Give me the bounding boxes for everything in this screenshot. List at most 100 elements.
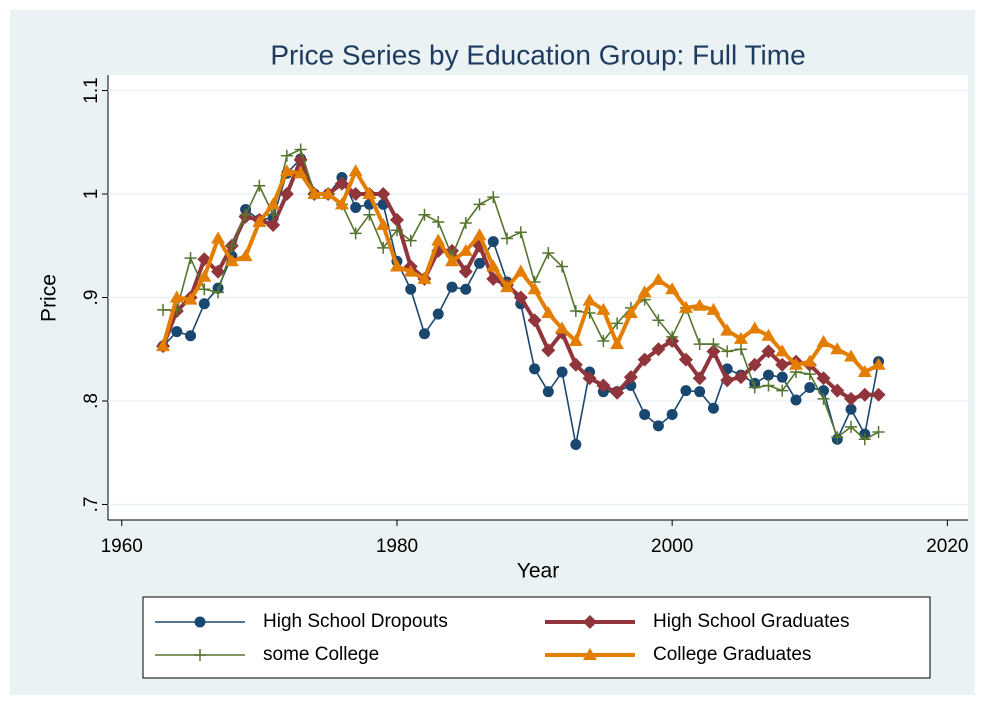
marker	[666, 408, 678, 420]
marker	[211, 231, 226, 244]
marker	[279, 164, 294, 177]
marker	[529, 363, 541, 375]
marker	[748, 381, 761, 394]
marker	[872, 426, 885, 439]
marker	[418, 328, 430, 340]
marker	[542, 386, 554, 398]
legend-item: College Graduates	[545, 644, 811, 665]
marker	[376, 187, 391, 202]
marker	[775, 344, 790, 357]
marker	[486, 271, 501, 286]
marker	[692, 371, 707, 386]
legend-label: some College	[263, 644, 379, 665]
marker	[348, 187, 363, 202]
legend-box	[142, 596, 931, 679]
x-tick-label: 2020	[926, 536, 968, 557]
marker	[432, 215, 445, 228]
marker	[830, 383, 845, 398]
legend-item: High School Dropouts	[155, 611, 448, 632]
marker	[405, 283, 417, 295]
marker	[294, 143, 307, 156]
marker	[871, 387, 886, 402]
marker	[185, 330, 197, 342]
marker	[665, 282, 680, 295]
marker	[473, 198, 486, 211]
marker	[733, 370, 748, 385]
marker	[474, 257, 486, 269]
marker	[500, 280, 515, 293]
marker	[445, 254, 459, 267]
marker	[844, 349, 859, 362]
marker	[487, 191, 500, 204]
marker	[789, 357, 803, 370]
marker	[610, 385, 625, 400]
marker	[582, 371, 597, 386]
marker	[212, 286, 225, 299]
marker	[169, 290, 184, 303]
marker	[706, 344, 721, 359]
marker	[542, 247, 555, 259]
marker	[197, 269, 212, 282]
marker	[446, 281, 458, 293]
marker	[513, 264, 528, 277]
marker	[527, 282, 542, 295]
marker	[389, 212, 404, 227]
marker	[377, 241, 390, 254]
marker	[253, 179, 266, 192]
marker	[487, 236, 499, 248]
legend-item: some College	[155, 644, 379, 665]
y-tick-label: .8	[81, 393, 102, 409]
marker	[389, 259, 404, 272]
marker	[252, 214, 267, 227]
marker	[514, 226, 527, 239]
marker	[418, 208, 431, 221]
marker	[775, 357, 790, 372]
marker	[194, 616, 206, 628]
marker	[568, 357, 583, 372]
y-tick-label: 1	[81, 189, 102, 200]
x-axis-title: Year	[517, 560, 559, 583]
marker	[804, 382, 816, 394]
marker	[845, 420, 858, 433]
marker	[623, 306, 638, 319]
marker	[597, 334, 610, 347]
marker	[596, 378, 611, 393]
marker	[194, 649, 206, 661]
marker	[582, 293, 597, 306]
marker	[762, 379, 775, 392]
marker	[583, 615, 597, 629]
marker	[211, 264, 226, 279]
legend-label: High School Graduates	[653, 611, 849, 632]
marker	[747, 321, 762, 334]
y-axis-title: Price	[38, 274, 61, 322]
marker	[721, 345, 734, 358]
legend-label: College Graduates	[653, 644, 811, 665]
marker	[541, 343, 556, 358]
marker	[460, 283, 472, 295]
marker	[513, 290, 528, 305]
marker	[830, 342, 845, 355]
marker	[198, 283, 211, 296]
marker	[652, 420, 664, 432]
marker	[762, 369, 774, 381]
marker	[857, 365, 872, 378]
marker	[293, 166, 308, 179]
legend-item: High School Graduates	[545, 611, 849, 632]
marker	[198, 298, 210, 310]
marker	[569, 304, 582, 317]
marker	[157, 303, 170, 316]
marker	[334, 176, 349, 191]
marker	[556, 366, 568, 378]
legend-label: High School Dropouts	[263, 611, 448, 632]
marker	[183, 292, 198, 305]
marker	[348, 164, 363, 177]
marker	[694, 386, 706, 398]
marker	[707, 402, 719, 414]
marker	[844, 391, 859, 406]
marker	[321, 187, 336, 200]
marker	[816, 335, 831, 347]
marker	[610, 337, 625, 350]
y-tick-label: 1.1	[81, 77, 102, 103]
marker	[501, 232, 514, 245]
marker	[747, 357, 762, 372]
